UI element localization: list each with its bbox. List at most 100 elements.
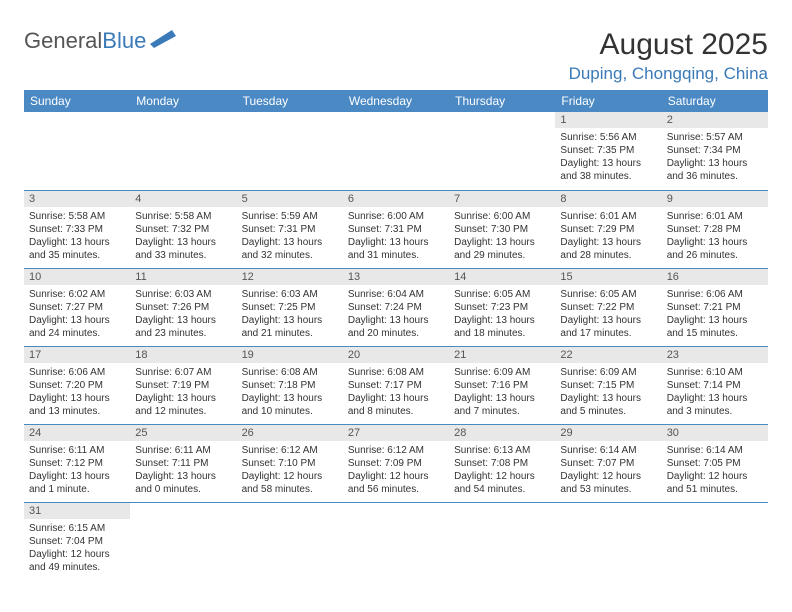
sunrise-line: Sunrise: 6:03 AM [242,288,338,301]
sunrise-line: Sunrise: 5:57 AM [667,131,763,144]
day-cell: 10Sunrise: 6:02 AMSunset: 7:27 PMDayligh… [24,268,130,346]
day-number: 27 [343,425,449,441]
day-number: 3 [24,191,130,207]
calendar-body: 1Sunrise: 5:56 AMSunset: 7:35 PMDaylight… [24,112,768,580]
day-number: 30 [662,425,768,441]
day-number: 18 [130,347,236,363]
sunrise-line: Sunrise: 6:11 AM [135,444,231,457]
sunset-line: Sunset: 7:35 PM [560,144,656,157]
sunrise-line: Sunrise: 6:13 AM [454,444,550,457]
logo: GeneralBlue [24,28,176,54]
day-cell: 15Sunrise: 6:05 AMSunset: 7:22 PMDayligh… [555,268,661,346]
daylight-line: Daylight: 12 hours and 56 minutes. [348,470,444,496]
daylight-line: Daylight: 12 hours and 53 minutes. [560,470,656,496]
day-number: 12 [237,269,343,285]
daylight-line: Daylight: 12 hours and 54 minutes. [454,470,550,496]
day-details: Sunrise: 6:08 AMSunset: 7:17 PMDaylight:… [343,363,449,422]
daylight-line: Daylight: 13 hours and 28 minutes. [560,236,656,262]
day-cell: 8Sunrise: 6:01 AMSunset: 7:29 PMDaylight… [555,190,661,268]
day-number: 20 [343,347,449,363]
day-details: Sunrise: 6:07 AMSunset: 7:19 PMDaylight:… [130,363,236,422]
dayname-header: Friday [555,90,661,112]
day-number: 21 [449,347,555,363]
day-details: Sunrise: 6:03 AMSunset: 7:25 PMDaylight:… [237,285,343,344]
day-cell [449,502,555,580]
day-cell: 29Sunrise: 6:14 AMSunset: 7:07 PMDayligh… [555,424,661,502]
day-number: 1 [555,112,661,128]
dayname-header: Monday [130,90,236,112]
dayname-header: Wednesday [343,90,449,112]
day-cell: 19Sunrise: 6:08 AMSunset: 7:18 PMDayligh… [237,346,343,424]
sunrise-line: Sunrise: 6:14 AM [560,444,656,457]
day-cell [343,502,449,580]
title-block: August 2025 Duping, Chongqing, China [569,28,768,84]
sunrise-line: Sunrise: 6:01 AM [560,210,656,223]
daylight-line: Daylight: 13 hours and 32 minutes. [242,236,338,262]
daylight-line: Daylight: 13 hours and 7 minutes. [454,392,550,418]
day-cell [343,112,449,190]
day-details: Sunrise: 6:01 AMSunset: 7:29 PMDaylight:… [555,207,661,266]
daylight-line: Daylight: 13 hours and 13 minutes. [29,392,125,418]
sunrise-line: Sunrise: 6:06 AM [29,366,125,379]
day-number: 26 [237,425,343,441]
daylight-line: Daylight: 13 hours and 1 minute. [29,470,125,496]
sunrise-line: Sunrise: 6:05 AM [560,288,656,301]
sunrise-line: Sunrise: 6:14 AM [667,444,763,457]
daylight-line: Daylight: 12 hours and 58 minutes. [242,470,338,496]
day-number: 10 [24,269,130,285]
sunrise-line: Sunrise: 5:58 AM [135,210,231,223]
day-number: 6 [343,191,449,207]
sunset-line: Sunset: 7:05 PM [667,457,763,470]
daylight-line: Daylight: 13 hours and 21 minutes. [242,314,338,340]
day-number: 15 [555,269,661,285]
week-row: 1Sunrise: 5:56 AMSunset: 7:35 PMDaylight… [24,112,768,190]
sunrise-line: Sunrise: 6:12 AM [242,444,338,457]
sunrise-line: Sunrise: 6:01 AM [667,210,763,223]
daylight-line: Daylight: 13 hours and 24 minutes. [29,314,125,340]
day-cell: 21Sunrise: 6:09 AMSunset: 7:16 PMDayligh… [449,346,555,424]
day-number: 16 [662,269,768,285]
day-cell: 3Sunrise: 5:58 AMSunset: 7:33 PMDaylight… [24,190,130,268]
sunset-line: Sunset: 7:34 PM [667,144,763,157]
daylight-line: Daylight: 13 hours and 23 minutes. [135,314,231,340]
day-details: Sunrise: 6:10 AMSunset: 7:14 PMDaylight:… [662,363,768,422]
sunrise-line: Sunrise: 6:07 AM [135,366,231,379]
day-cell: 25Sunrise: 6:11 AMSunset: 7:11 PMDayligh… [130,424,236,502]
sunset-line: Sunset: 7:23 PM [454,301,550,314]
day-details: Sunrise: 5:59 AMSunset: 7:31 PMDaylight:… [237,207,343,266]
week-row: 10Sunrise: 6:02 AMSunset: 7:27 PMDayligh… [24,268,768,346]
sunrise-line: Sunrise: 6:03 AM [135,288,231,301]
sunset-line: Sunset: 7:12 PM [29,457,125,470]
day-cell: 22Sunrise: 6:09 AMSunset: 7:15 PMDayligh… [555,346,661,424]
sunrise-line: Sunrise: 6:04 AM [348,288,444,301]
day-details: Sunrise: 5:58 AMSunset: 7:33 PMDaylight:… [24,207,130,266]
daylight-line: Daylight: 13 hours and 35 minutes. [29,236,125,262]
day-details: Sunrise: 6:14 AMSunset: 7:07 PMDaylight:… [555,441,661,500]
day-number: 11 [130,269,236,285]
day-cell: 30Sunrise: 6:14 AMSunset: 7:05 PMDayligh… [662,424,768,502]
sunrise-line: Sunrise: 6:12 AM [348,444,444,457]
day-cell: 5Sunrise: 5:59 AMSunset: 7:31 PMDaylight… [237,190,343,268]
daylight-line: Daylight: 12 hours and 49 minutes. [29,548,125,574]
day-cell: 28Sunrise: 6:13 AMSunset: 7:08 PMDayligh… [449,424,555,502]
daylight-line: Daylight: 13 hours and 10 minutes. [242,392,338,418]
sunset-line: Sunset: 7:30 PM [454,223,550,236]
day-details: Sunrise: 6:11 AMSunset: 7:12 PMDaylight:… [24,441,130,500]
day-cell: 26Sunrise: 6:12 AMSunset: 7:10 PMDayligh… [237,424,343,502]
day-cell [24,112,130,190]
day-cell: 1Sunrise: 5:56 AMSunset: 7:35 PMDaylight… [555,112,661,190]
sunrise-line: Sunrise: 6:09 AM [560,366,656,379]
day-details: Sunrise: 6:06 AMSunset: 7:20 PMDaylight:… [24,363,130,422]
sunset-line: Sunset: 7:21 PM [667,301,763,314]
day-cell: 27Sunrise: 6:12 AMSunset: 7:09 PMDayligh… [343,424,449,502]
day-cell: 14Sunrise: 6:05 AMSunset: 7:23 PMDayligh… [449,268,555,346]
dayname-header: Saturday [662,90,768,112]
logo-text-2: Blue [102,28,146,54]
daylight-line: Daylight: 13 hours and 26 minutes. [667,236,763,262]
sunset-line: Sunset: 7:17 PM [348,379,444,392]
day-number: 13 [343,269,449,285]
sunset-line: Sunset: 7:15 PM [560,379,656,392]
day-details: Sunrise: 6:04 AMSunset: 7:24 PMDaylight:… [343,285,449,344]
day-details: Sunrise: 6:13 AMSunset: 7:08 PMDaylight:… [449,441,555,500]
day-details: Sunrise: 6:12 AMSunset: 7:09 PMDaylight:… [343,441,449,500]
